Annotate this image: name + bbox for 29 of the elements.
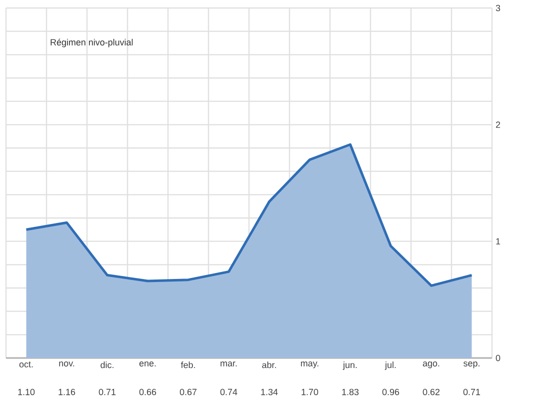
x-tick-label: nov. [59, 362, 74, 366]
data-label: 0.67 [180, 388, 197, 396]
data-label: 1.70 [302, 388, 318, 396]
y-tick-label: 1 [496, 238, 500, 244]
x-tick-label: abr. [262, 362, 276, 368]
x-tick-label: ago. [422, 362, 440, 368]
data-label: 0.71 [98, 388, 116, 396]
x-tick-label: feb. [180, 362, 195, 368]
x-tick-label: mar. [220, 362, 237, 366]
x-tick-label: may. [300, 362, 318, 368]
text: Régimen nivo-pluvial [50, 38, 133, 48]
data-label: 1.10 [18, 388, 35, 396]
y-tick-label: 2 [496, 122, 500, 128]
data-label: 0.74 [220, 388, 238, 396]
data-label: 1.16 [58, 388, 76, 396]
x-tick-label: jun. [342, 362, 357, 370]
x-tick-label: sep. [464, 362, 480, 368]
x-tick-label: oct. [19, 362, 33, 368]
data-label: 1.34 [261, 388, 278, 396]
y-tick-label: 0 [496, 354, 500, 362]
x-tick-label: ene. [139, 362, 156, 366]
data-label: 0.66 [139, 388, 156, 396]
data-label: 0.62 [422, 388, 440, 396]
data-label: 1.83 [342, 388, 359, 396]
x-tick-label: dic. [100, 362, 114, 368]
data-label: 0.71 [463, 388, 480, 396]
y-tick-label: 3 [496, 4, 500, 12]
x-tick-label: jul. [384, 362, 396, 370]
data-label: 0.96 [382, 388, 400, 396]
